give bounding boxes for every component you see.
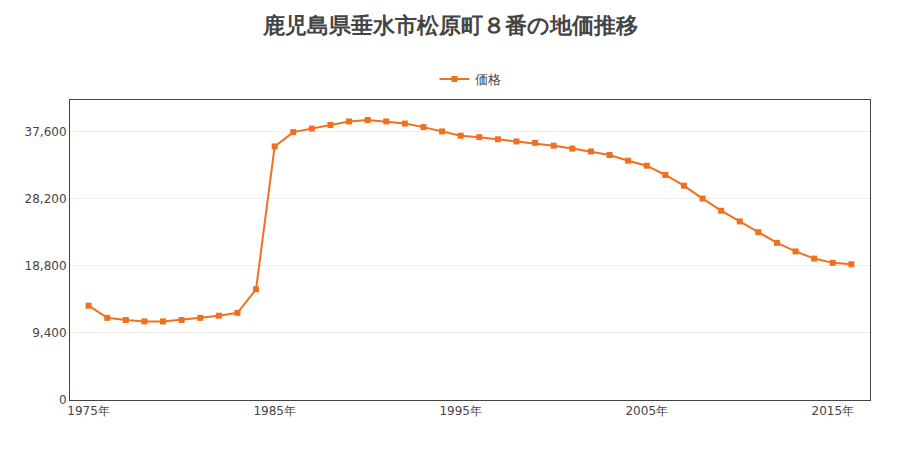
svg-text:28,200: 28,200 (25, 192, 67, 206)
svg-text:9,400: 9,400 (32, 326, 66, 340)
svg-text:鹿児島県垂水市松原町８番の地価推移: 鹿児島県垂水市松原町８番の地価推移 (262, 13, 638, 38)
svg-text:1975年: 1975年 (67, 404, 110, 418)
svg-text:18,800: 18,800 (25, 259, 67, 273)
svg-text:2005年: 2005年 (625, 404, 668, 418)
svg-text:0: 0 (59, 393, 67, 407)
svg-text:1985年: 1985年 (253, 404, 296, 418)
svg-text:37,600: 37,600 (25, 125, 67, 139)
svg-text:2015年: 2015年 (812, 404, 855, 418)
svg-text:1995年: 1995年 (439, 404, 482, 418)
svg-text:価格: 価格 (475, 72, 501, 87)
